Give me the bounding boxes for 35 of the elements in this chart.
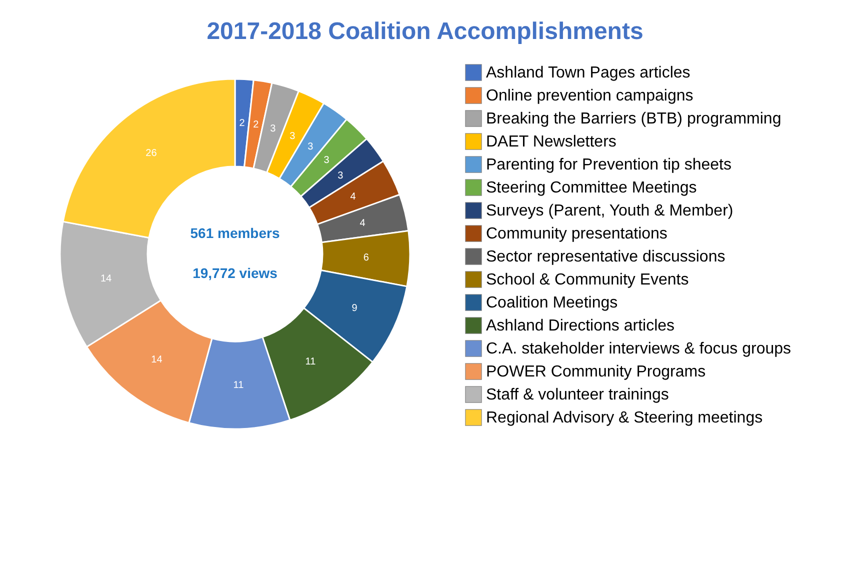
legend-label: Breaking the Barriers (BTB) programming	[486, 110, 782, 128]
data-label: 3	[270, 123, 276, 134]
data-label: 3	[308, 142, 314, 153]
legend-label: Online prevention campaigns	[486, 88, 694, 104]
legend-label: Sector representative discussions	[486, 248, 726, 266]
legend-label: Steering Committee Meetings	[486, 180, 697, 196]
text: 561 members	[190, 225, 280, 241]
data-label: 3	[290, 130, 296, 142]
data-label: 3	[338, 170, 344, 182]
legend-label: Parenting for Prevention tip sheets	[486, 156, 732, 174]
legend-label: Surveys (Parent, Youth & Member)	[486, 202, 734, 220]
data-label: 3	[324, 154, 330, 166]
legend-label: Staff & volunteer trainings	[486, 386, 669, 404]
legend-label: POWER Community Programs	[486, 364, 706, 380]
data-label: 14	[151, 354, 163, 366]
data-label: 2	[239, 118, 246, 129]
legend-label: Ashland Directions articles	[486, 318, 675, 334]
chart-title: 2017-2018 Coalition Accomplishments	[206, 18, 644, 45]
data-label: 9	[352, 303, 358, 314]
data-label: 14	[100, 273, 112, 284]
data-label: 11	[305, 356, 316, 368]
legend-label: Regional Advisory & Steering meetings	[486, 410, 763, 426]
legend-label: Coalition Meetings	[486, 294, 618, 312]
text: 19,772 views	[192, 265, 278, 281]
legend-label: DAET Newsletters	[486, 134, 616, 150]
data-label: 6	[363, 252, 370, 264]
legend-label: C.A. stakeholder interviews & focus groups	[486, 340, 792, 358]
legend-label: School & Community Events	[486, 272, 689, 288]
legend-label: Community presentations	[486, 226, 668, 242]
data-label: 4	[350, 192, 356, 203]
legend-label: Ashland Town Pages articles	[486, 64, 690, 82]
data-label: 11	[233, 380, 244, 392]
data-label: 4	[360, 218, 366, 229]
data-label: 26	[146, 148, 158, 159]
data-label: 2	[253, 119, 260, 130]
